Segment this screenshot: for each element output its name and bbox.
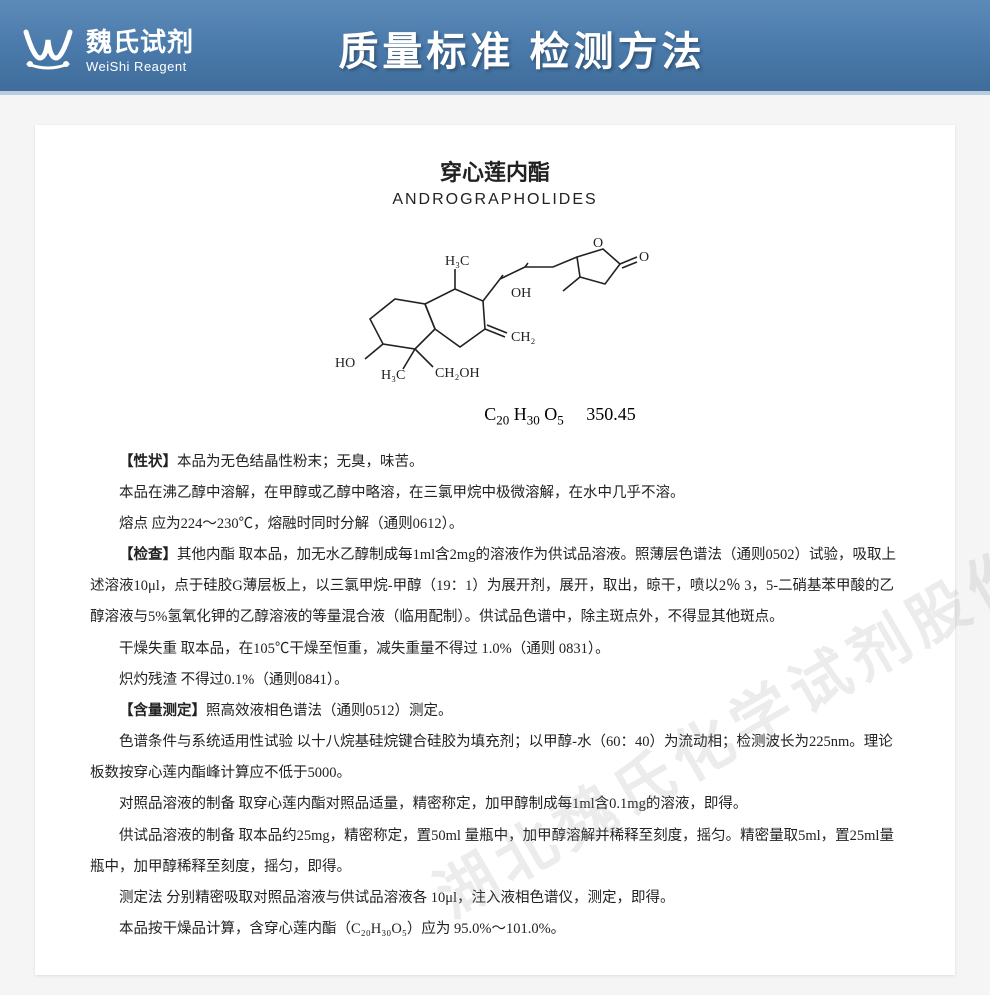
doc-paragraph: 色谱条件与系统适用性试验 以十八烷基硅烷键合硅胶为填充剂；以甲醇-水（60：40…: [90, 727, 900, 789]
structure-label-ch3b: H₃C: [381, 368, 405, 383]
paragraph-text: 供试品溶液的制备 取本品约25mg，精密称定，置50ml 量瓶中，加甲醇溶解并稀…: [90, 828, 894, 875]
molecular-formula: C20 H30 O5 350.45: [220, 404, 900, 429]
document: 湖北魏氏化学试剂股份有限公司 穿心莲内酯 ANDROGRAPHOLIDES: [35, 125, 955, 975]
doc-title-en: ANDROGRAPHOLIDES: [90, 191, 900, 209]
doc-paragraph: 本品按干燥品计算，含穿心莲内酯（C₂₀H₃₀O₅）应为 95.0%～101.0%…: [90, 914, 900, 945]
structure-label-ch2: CH₂: [511, 330, 535, 345]
doc-paragraph: 供试品溶液的制备 取本品约25mg，精密称定，置50ml 量瓶中，加甲醇溶解并稀…: [90, 821, 900, 883]
paragraph-text: 对照品溶液的制备 取穿心莲内酯对照品适量，精密称定，加甲醇制成每1ml含0.1m…: [119, 796, 747, 812]
header-underline: [0, 91, 990, 95]
doc-title-cn: 穿心莲内酯: [90, 155, 900, 187]
paragraph-text: 其他内酯 取本品，加无水乙醇制成每1ml含2mg的溶液作为供试品溶液。照薄层色谱…: [90, 547, 896, 625]
section-label: 【含量测定】: [119, 703, 206, 719]
structure-label-ch3: H₃C: [445, 254, 469, 269]
formula-text: C20 H30 O5: [484, 404, 564, 424]
structure-label-ho: HO: [335, 356, 355, 371]
structure-label-o: O: [639, 250, 649, 265]
doc-paragraph: 炽灼残渣 不得过0.1%（通则0841）。: [90, 665, 900, 696]
section-label: 【检查】: [119, 547, 177, 563]
doc-body: 【性状】本品为无色结晶性粉末；无臭，味苦。本品在沸乙醇中溶解，在甲醇或乙醇中略溶…: [90, 447, 900, 946]
doc-paragraph: 【性状】本品为无色结晶性粉末；无臭，味苦。: [90, 447, 900, 478]
paragraph-text: 本品在沸乙醇中溶解，在甲醇或乙醇中略溶，在三氯甲烷中极微溶解，在水中几乎不溶。: [119, 485, 685, 501]
section-label: 【性状】: [119, 454, 177, 470]
document-wrapper: 湖北魏氏化学试剂股份有限公司 穿心莲内酯 ANDROGRAPHOLIDES: [0, 95, 990, 995]
structure-label-oh: OH: [511, 286, 531, 301]
logo-icon: [20, 20, 76, 76]
paragraph-text: 本品按干燥品计算，含穿心莲内酯（C₂₀H₃₀O₅）应为 95.0%～101.0%…: [119, 921, 565, 937]
banner-title: 质量标准 检测方法: [194, 19, 970, 77]
paragraph-text: 色谱条件与系统适用性试验 以十八烷基硅烷键合硅胶为填充剂；以甲醇-水（60：40…: [90, 734, 893, 781]
paragraph-text: 干燥失重 取本品，在105℃干燥至恒重，减失重量不得过 1.0%（通则 0831…: [119, 641, 610, 657]
header-banner: 魏氏试剂 WeiShi Reagent 质量标准 检测方法: [0, 0, 990, 95]
logo-text-en: WeiShi Reagent: [86, 59, 194, 74]
logo-area: 魏氏试剂 WeiShi Reagent: [20, 20, 194, 76]
structure-label-o2: O: [593, 236, 603, 251]
doc-paragraph: 【含量测定】照高效液相色谱法（通则0512）测定。: [90, 696, 900, 727]
logo-text: 魏氏试剂 WeiShi Reagent: [86, 22, 194, 74]
paragraph-text: 照高效液相色谱法（通则0512）测定。: [206, 703, 453, 719]
doc-paragraph: 本品在沸乙醇中溶解，在甲醇或乙醇中略溶，在三氯甲烷中极微溶解，在水中几乎不溶。: [90, 478, 900, 509]
doc-paragraph: 熔点 应为224～230℃，熔融时同时分解（通则0612）。: [90, 509, 900, 540]
structure-label-ch2oh: CH₂OH: [435, 366, 480, 381]
doc-paragraph: 【检查】其他内酯 取本品，加无水乙醇制成每1ml含2mg的溶液作为供试品溶液。照…: [90, 540, 900, 634]
doc-paragraph: 干燥失重 取本品，在105℃干燥至恒重，减失重量不得过 1.0%（通则 0831…: [90, 634, 900, 665]
paragraph-text: 本品为无色结晶性粉末；无臭，味苦。: [177, 454, 424, 470]
mol-weight: 350.45: [586, 404, 636, 424]
doc-paragraph: 测定法 分别精密吸取对照品溶液与供试品溶液各 10μl，注入液相色谱仪，测定，即…: [90, 883, 900, 914]
paragraph-text: 测定法 分别精密吸取对照品溶液与供试品溶液各 10μl，注入液相色谱仪，测定，即…: [119, 890, 675, 906]
doc-paragraph: 对照品溶液的制备 取穿心莲内酯对照品适量，精密称定，加甲醇制成每1ml含0.1m…: [90, 789, 900, 820]
paragraph-text: 炽灼残渣 不得过0.1%（通则0841）。: [119, 672, 349, 688]
chemical-structure: O O H₃C OH CH₂ HO H₃C CH₂OH: [90, 219, 900, 389]
logo-text-cn: 魏氏试剂: [86, 22, 194, 59]
paragraph-text: 熔点 应为224～230℃，熔融时同时分解（通则0612）。: [119, 516, 463, 532]
